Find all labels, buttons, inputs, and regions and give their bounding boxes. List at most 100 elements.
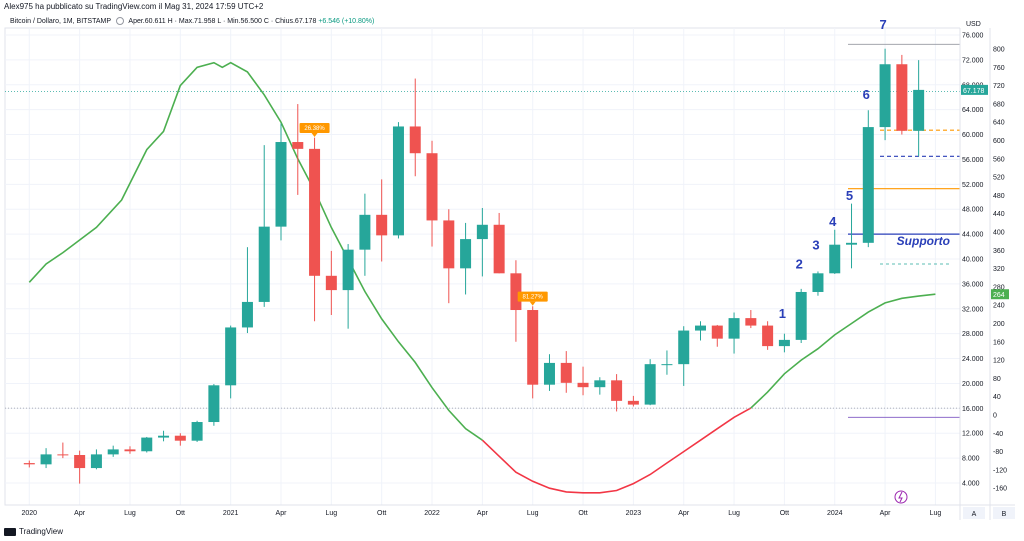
candle — [527, 306, 539, 399]
candle — [762, 321, 774, 350]
candle-body — [460, 239, 472, 269]
axis-button-b[interactable]: B — [1002, 511, 1007, 518]
osc-tick-label: 280 — [993, 284, 1005, 291]
candle-body — [74, 455, 86, 469]
candle — [728, 312, 740, 354]
candle-body — [90, 454, 102, 469]
candle-body — [913, 89, 925, 131]
candle — [879, 48, 891, 141]
candle — [560, 351, 572, 393]
levels: Supporto — [5, 43, 960, 418]
candle — [476, 207, 488, 277]
tradingview-logo-icon — [4, 527, 16, 536]
price-tick-label: 4.000 — [962, 481, 980, 488]
candle — [913, 60, 925, 157]
candle — [325, 250, 337, 315]
candle-body — [57, 454, 69, 456]
wave-label-4: 4 — [829, 214, 837, 229]
osc-tick-label: 760 — [993, 65, 1005, 72]
candle — [846, 203, 858, 269]
osc-tick-label: 400 — [993, 230, 1005, 237]
tradingview-brand: TradingView — [4, 527, 63, 536]
candle-body — [728, 318, 740, 339]
candle — [426, 140, 438, 247]
price-tick-label: 52.000 — [962, 182, 984, 189]
candle — [577, 366, 589, 396]
x-tick-label: 2022 — [424, 510, 440, 517]
supporto-label: Supporto — [897, 234, 950, 248]
x-tick-label: Lug — [930, 510, 942, 517]
candle — [275, 123, 287, 241]
candle-body — [292, 142, 304, 149]
candle — [896, 54, 908, 135]
candle — [829, 229, 841, 274]
currency-label: USD — [966, 21, 981, 28]
candle-body — [191, 422, 203, 441]
candle — [594, 377, 606, 395]
status-dot-icon — [115, 17, 124, 25]
candle-body — [678, 330, 690, 365]
lightning-icon-bolt — [898, 491, 903, 503]
candle — [342, 244, 354, 329]
candle-body — [611, 380, 623, 401]
candle-body — [40, 454, 52, 465]
candle-body — [258, 226, 270, 302]
candle-body — [745, 318, 757, 326]
x-tick-label: Ott — [176, 510, 185, 517]
osc-value-badge — [991, 289, 1009, 300]
axes: USD 76.000 72.000 6 8.000 64.000 60.000 56.000 5… — [5, 0, 1024, 541]
candle — [141, 436, 153, 453]
candle — [409, 78, 421, 177]
oscillator-lines — [28, 61, 936, 494]
price-tick-label: 64.000 — [962, 107, 984, 114]
candle — [862, 110, 874, 248]
price-tick-label: 44.000 — [962, 232, 984, 239]
wave-label-2: 2 — [796, 256, 803, 271]
candles — [23, 48, 925, 484]
osc-tick-label: 600 — [993, 138, 1005, 145]
price-tick-label: 36.000 — [962, 281, 984, 288]
candle — [627, 395, 639, 407]
candle-body — [309, 148, 321, 276]
candle-body — [409, 126, 421, 154]
price-tick-label: 16.000 — [962, 406, 984, 413]
candle-body — [577, 382, 589, 388]
candle-body — [762, 325, 774, 347]
x-tick-label: Apr — [74, 510, 86, 517]
osc-tick-label: 320 — [993, 266, 1005, 273]
osc-tick-label: 0 — [993, 413, 997, 420]
price-tick-label: 40.000 — [962, 257, 984, 264]
change-value: +6.546 (+10.80%) — [318, 17, 375, 25]
candle-body — [661, 364, 673, 366]
candle-body — [829, 244, 841, 274]
osc-tick-label: 560 — [993, 156, 1005, 163]
candle-body — [107, 449, 119, 455]
candle — [711, 324, 723, 347]
axis-button-a[interactable]: A — [972, 511, 977, 518]
candle-body — [879, 64, 891, 128]
candle-body — [141, 437, 153, 452]
oscillator-red-line — [481, 407, 752, 494]
candle-body — [527, 310, 539, 385]
percent-flag-label: 26.38% — [304, 126, 325, 132]
x-tick-label: 2021 — [223, 510, 239, 517]
candle — [392, 122, 404, 239]
candle — [258, 145, 270, 307]
candle — [359, 193, 371, 276]
symbol-name[interactable]: Bitcoin / Dollaro, 1M, BITSTAMP — [10, 17, 111, 25]
price-tick-label: 32.000 — [962, 306, 984, 313]
last-price-label: 67.178 — [963, 88, 985, 95]
candle-body — [560, 362, 572, 383]
osc-tick-label: -120 — [993, 467, 1007, 474]
osc-tick-label: 40 — [993, 394, 1001, 401]
publisher-line: Alex975 ha pubblicato su TradingView.com… — [4, 2, 264, 11]
osc-tick-label: 80 — [993, 376, 1001, 383]
candle-body — [862, 127, 874, 243]
oscillator-green-line-2 — [750, 293, 936, 409]
oscillator-green-line — [28, 61, 483, 441]
candle — [174, 433, 186, 446]
candle — [309, 137, 321, 322]
price-tick-label: 60.000 — [962, 132, 984, 139]
